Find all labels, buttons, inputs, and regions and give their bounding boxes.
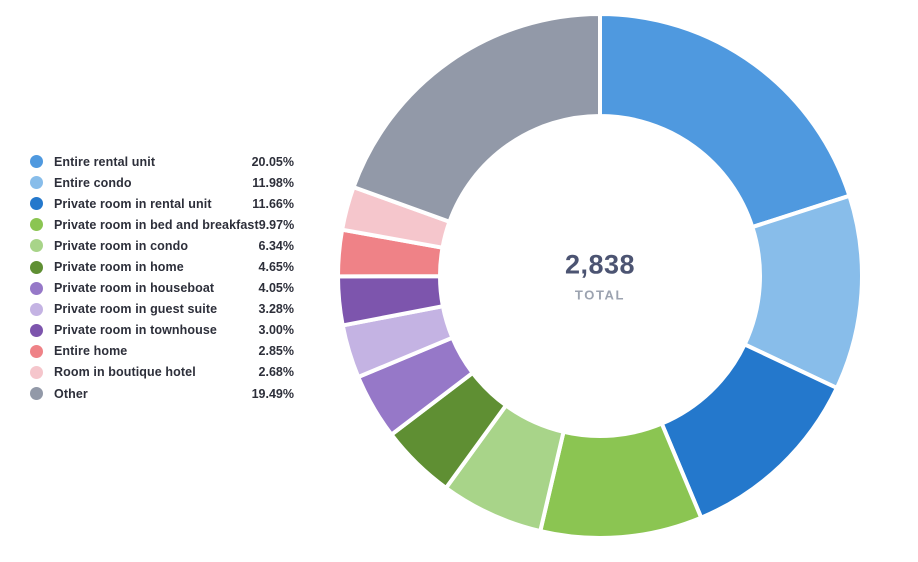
legend-percent: 3.28%	[258, 302, 294, 317]
legend-item: Private room in townhouse 3.00%	[30, 320, 294, 341]
legend-item: Room in boutique hotel 2.68%	[30, 362, 294, 383]
legend-label: Private room in townhouse	[54, 323, 217, 338]
legend-color-dot	[30, 260, 43, 274]
legend-label: Private room in bed and breakfast	[54, 217, 259, 232]
legend-percent: 3.00%	[258, 323, 294, 338]
legend-item: Private room in home 4.65%	[30, 256, 294, 277]
legend-color-dot	[30, 344, 43, 358]
legend-percent: 19.49%	[251, 386, 294, 401]
legend-label: Entire rental unit	[54, 154, 156, 169]
legend-color-dot	[30, 155, 43, 169]
chart-legend: Entire rental unit 20.05% Entire condo 1…	[30, 151, 294, 404]
legend-item: Private room in bed and breakfast 9.97%	[30, 214, 294, 235]
legend-percent: 6.34%	[258, 238, 294, 253]
legend-color-dot	[30, 197, 43, 211]
legend-color-dot	[30, 218, 43, 232]
legend-item: Entire condo 11.98%	[30, 172, 294, 193]
legend-percent: 4.65%	[258, 260, 294, 275]
legend-color-dot	[30, 387, 43, 401]
legend-percent: 2.85%	[258, 344, 294, 359]
legend-item: Private room in rental unit 11.66%	[30, 193, 294, 214]
legend-item: Private room in houseboat 4.05%	[30, 278, 294, 299]
legend-percent: 9.97%	[258, 217, 295, 232]
legend-label: Private room in home	[54, 260, 184, 275]
legend-color-dot	[30, 239, 43, 253]
legend-percent: 4.05%	[258, 281, 294, 296]
legend-label: Private room in condo	[54, 238, 189, 253]
legend-color-dot	[30, 323, 43, 337]
legend-percent: 2.68%	[258, 365, 294, 380]
legend-color-dot	[30, 302, 43, 316]
legend-percent: 20.05%	[251, 154, 294, 169]
legend-label: Private room in guest suite	[54, 302, 218, 317]
legend-percent: 11.98%	[252, 175, 294, 190]
legend-item: Entire home 2.85%	[30, 341, 294, 362]
legend-item: Other 19.49%	[30, 383, 294, 404]
legend-color-dot	[30, 281, 43, 295]
legend-label: Entire condo	[54, 175, 132, 190]
legend-label: Room in boutique hotel	[54, 365, 196, 380]
legend-item: Private room in guest suite 3.28%	[30, 299, 294, 320]
legend-color-dot	[30, 176, 43, 190]
legend-item: Entire rental unit 20.05%	[30, 151, 294, 172]
donut-segment-other[interactable]	[350, 11, 602, 225]
legend-label: Other	[54, 386, 88, 401]
donut-segment-entire-rental-unit[interactable]	[598, 11, 852, 230]
legend-color-dot	[30, 365, 43, 379]
legend-label: Entire home	[54, 344, 128, 359]
legend-percent: 11.66%	[252, 196, 294, 211]
legend-item: Private room in condo 6.34%	[30, 235, 294, 256]
legend-label: Private room in rental unit	[54, 196, 212, 211]
legend-label: Private room in houseboat	[54, 281, 215, 296]
